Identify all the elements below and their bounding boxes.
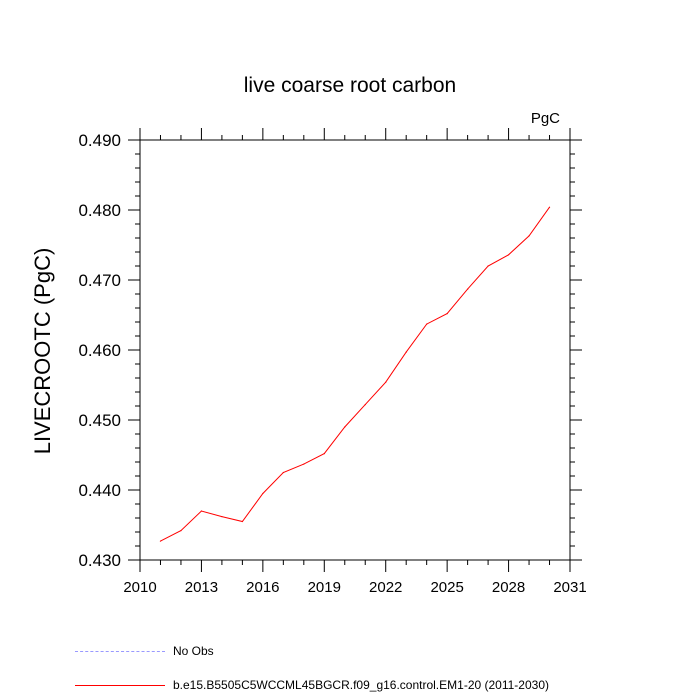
data-point (282, 471, 284, 474)
data-point (262, 492, 264, 495)
y-tick-label: 0.450 (78, 411, 121, 430)
data-point (446, 313, 448, 315)
series-line (160, 206, 550, 542)
data-point (180, 530, 182, 532)
data-point (507, 254, 510, 256)
chart-title: live coarse root carbon (244, 74, 456, 97)
units-label: PgC (531, 110, 560, 127)
data-point (405, 351, 407, 353)
data-point (200, 510, 203, 512)
data-point (344, 426, 346, 428)
x-tick-label: 2031 (553, 579, 586, 596)
data-point (487, 265, 489, 267)
legend-label-model: b.e15.B5505C5WCCML45BGCR.f09_g16.control… (173, 678, 549, 692)
data-point (241, 520, 243, 523)
data-point (528, 235, 530, 237)
x-tick-label: 2019 (308, 579, 341, 596)
y-tick-label: 0.430 (78, 551, 121, 570)
x-tick-label: 2016 (246, 579, 279, 596)
data-point (364, 404, 366, 406)
data-point (303, 463, 305, 465)
y-tick-label: 0.480 (78, 201, 121, 220)
x-tick-label: 2013 (185, 579, 218, 596)
plot-frame (139, 139, 571, 561)
y-axis-label: LIVECROOTC (PgC) (30, 248, 55, 455)
x-tick-label: 2010 (123, 579, 156, 596)
legend-entry-model: b.e15.B5505C5WCCML45BGCR.f09_g16.control… (75, 677, 549, 693)
data-point (385, 381, 387, 383)
legend-swatch-model (75, 684, 165, 686)
data-point (323, 453, 325, 455)
data-point (221, 516, 223, 518)
data-point (159, 540, 162, 542)
data-point (467, 288, 469, 290)
legend-label-no-obs: No Obs (173, 644, 214, 658)
data-point (426, 323, 428, 325)
data-point (548, 206, 551, 208)
x-tick-label: 2022 (369, 579, 402, 596)
legend-entry-no-obs: No Obs (75, 643, 214, 659)
y-tick-label: 0.460 (78, 341, 121, 360)
y-tick-label: 0.490 (78, 131, 121, 150)
x-tick-label: 2025 (430, 579, 463, 596)
legend-swatch-no-obs (75, 650, 165, 652)
x-tick-label: 2028 (492, 579, 525, 596)
y-tick-label: 0.440 (78, 481, 121, 500)
y-tick-label: 0.470 (78, 271, 121, 290)
